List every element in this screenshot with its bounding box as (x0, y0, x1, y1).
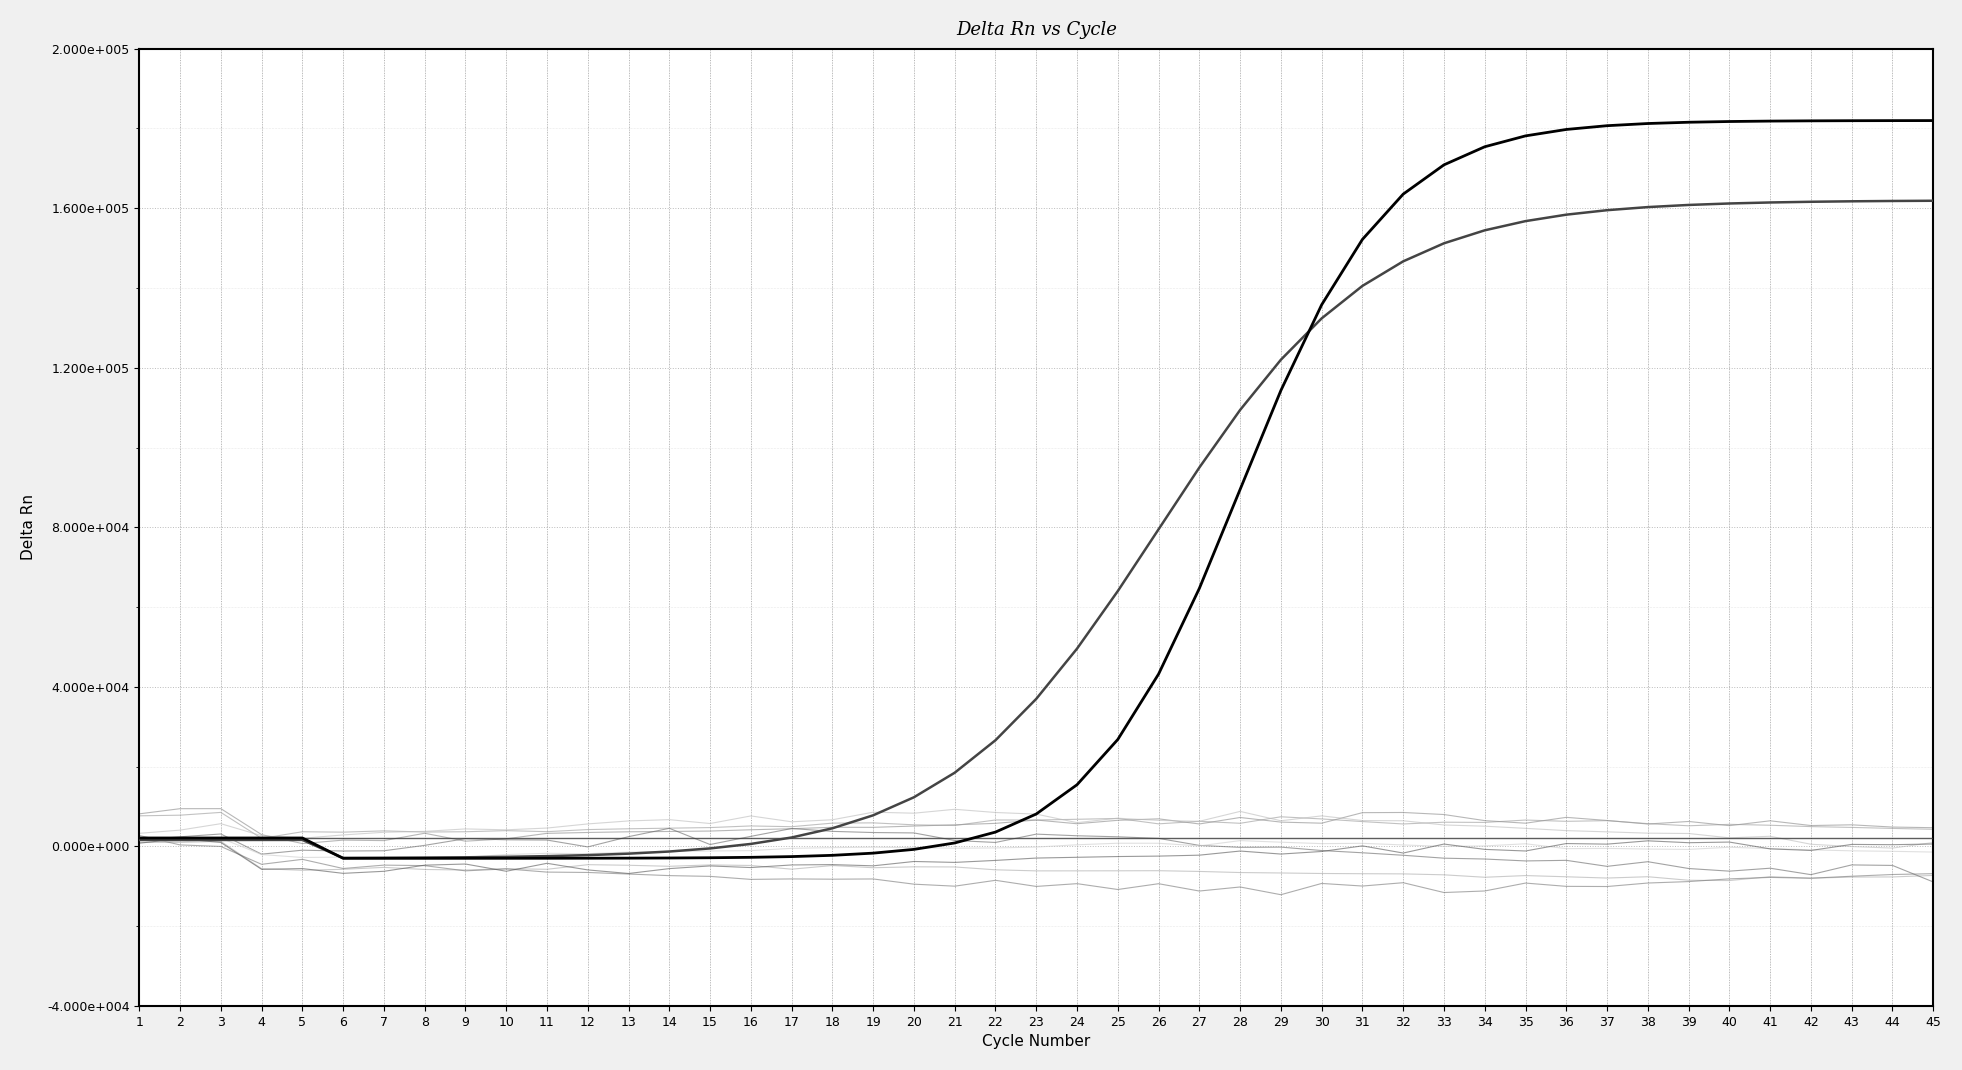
Title: Delta Rn vs Cycle: Delta Rn vs Cycle (955, 20, 1116, 39)
Y-axis label: Delta Rn: Delta Rn (22, 494, 35, 561)
X-axis label: Cycle Number: Cycle Number (983, 1035, 1091, 1050)
